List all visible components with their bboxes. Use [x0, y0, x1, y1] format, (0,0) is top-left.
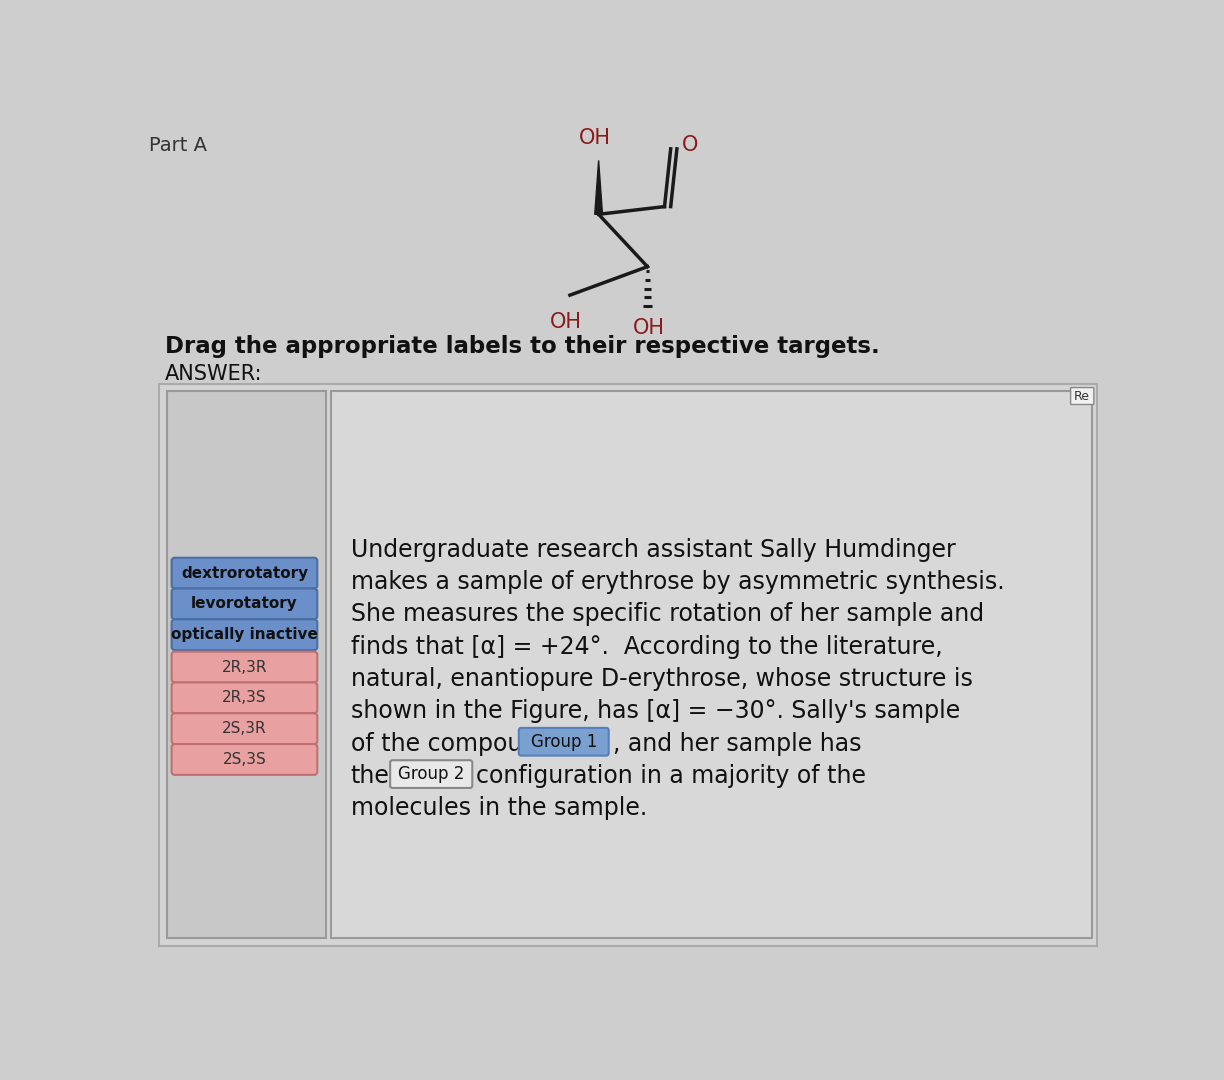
- FancyBboxPatch shape: [171, 713, 317, 744]
- Text: Drag the appropriate labels to their respective targets.: Drag the appropriate labels to their res…: [164, 335, 879, 359]
- Text: 2R,3S: 2R,3S: [222, 690, 267, 705]
- FancyBboxPatch shape: [171, 744, 317, 774]
- Text: of the compound is: of the compound is: [350, 732, 579, 756]
- Text: Group 2: Group 2: [398, 765, 464, 783]
- Text: OH: OH: [633, 319, 665, 338]
- Text: Part A: Part A: [149, 136, 207, 154]
- Text: OH: OH: [550, 312, 583, 332]
- Text: molecules in the sample.: molecules in the sample.: [350, 796, 646, 821]
- Text: O: O: [682, 135, 698, 156]
- Text: 2R,3R: 2R,3R: [222, 660, 267, 675]
- Text: makes a sample of erythrose by asymmetric synthesis.: makes a sample of erythrose by asymmetri…: [350, 570, 1004, 594]
- FancyBboxPatch shape: [1071, 388, 1094, 405]
- Text: shown in the Figure, has [α] = −30°. Sally's sample: shown in the Figure, has [α] = −30°. Sal…: [350, 700, 960, 724]
- Text: Undergraduate research assistant Sally Humdinger: Undergraduate research assistant Sally H…: [350, 538, 956, 562]
- FancyBboxPatch shape: [171, 557, 317, 589]
- FancyBboxPatch shape: [171, 651, 317, 683]
- Text: 2S,3R: 2S,3R: [222, 721, 267, 737]
- FancyBboxPatch shape: [171, 589, 317, 619]
- Text: optically inactive: optically inactive: [171, 627, 318, 643]
- Polygon shape: [595, 161, 602, 214]
- FancyBboxPatch shape: [171, 619, 317, 650]
- Text: ANSWER:: ANSWER:: [164, 364, 262, 384]
- Bar: [159, 383, 1097, 946]
- Text: OH: OH: [579, 129, 611, 148]
- FancyBboxPatch shape: [390, 760, 472, 788]
- Text: configuration in a majority of the: configuration in a majority of the: [476, 764, 867, 788]
- Text: , and her sample has: , and her sample has: [612, 732, 860, 756]
- Text: finds that [α] = +24°.  According to the literature,: finds that [α] = +24°. According to the …: [350, 635, 942, 659]
- Text: natural, enantiopure D-erythrose, whose structure is: natural, enantiopure D-erythrose, whose …: [350, 667, 973, 691]
- Text: the: the: [350, 764, 389, 788]
- FancyBboxPatch shape: [519, 728, 608, 756]
- Text: levorotatory: levorotatory: [191, 596, 297, 611]
- Bar: [332, 391, 1092, 939]
- Text: dextrorotatory: dextrorotatory: [181, 566, 308, 581]
- Bar: [166, 391, 326, 939]
- Text: Group 1: Group 1: [530, 732, 597, 751]
- Text: Re: Re: [1075, 390, 1091, 403]
- FancyBboxPatch shape: [171, 683, 317, 713]
- Text: 2S,3S: 2S,3S: [223, 752, 267, 767]
- Text: She measures the specific rotation of her sample and: She measures the specific rotation of he…: [350, 603, 984, 626]
